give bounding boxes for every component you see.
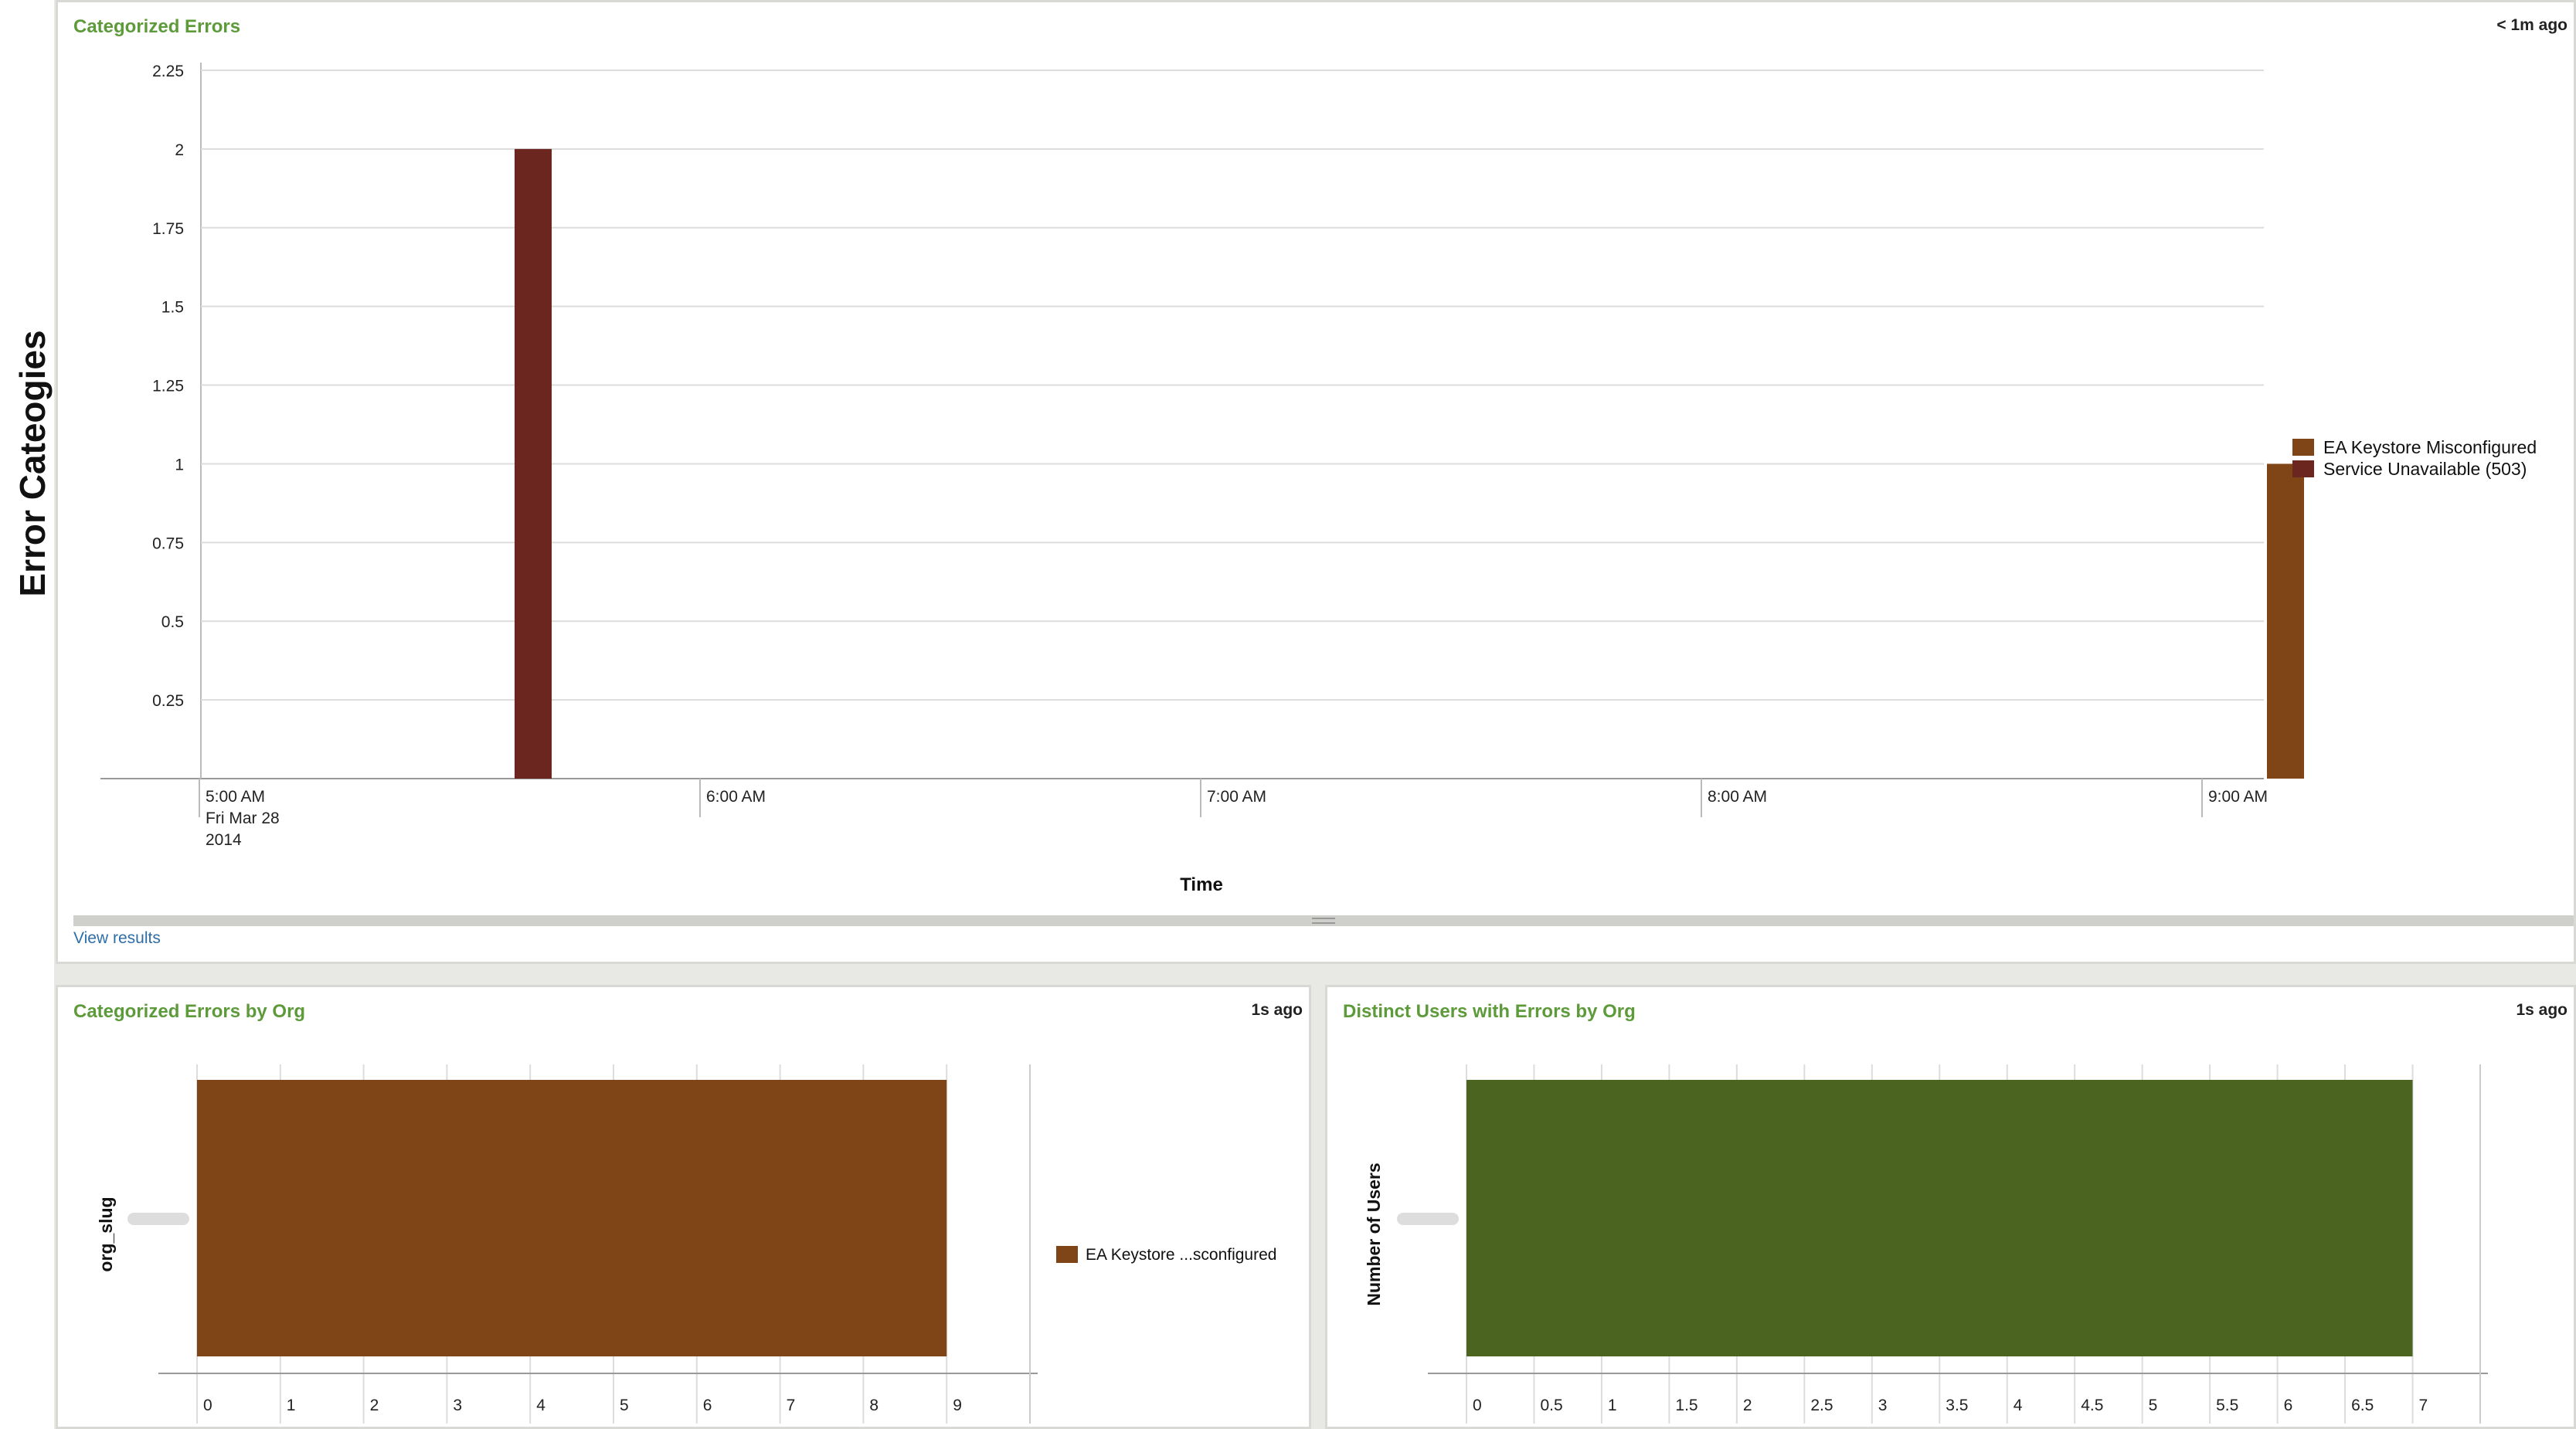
y-tick-label: 0.25 [152, 692, 184, 710]
y-axis-title: Number of Users [1364, 1163, 1384, 1305]
x-tick-label: Fri Mar 28 [206, 810, 280, 827]
x-tick-label: 2014 [206, 831, 242, 849]
y-tick-label: 1 [175, 456, 184, 474]
x-tick-label: 0 [1473, 1397, 1482, 1414]
y-tick-label: 0.75 [152, 535, 184, 552]
x-tick-label: 5.5 [2216, 1397, 2238, 1414]
x-tick-label: 6:00 AM [706, 788, 766, 806]
y-tick-label: 1.75 [152, 220, 184, 238]
x-tick-label: 4 [2014, 1397, 2023, 1414]
categorized-errors-panel: Categorized Errors < 1m ago 0.25 0.5 0.75 1… [56, 0, 2576, 964]
legend-label: Service Unavailable (503) [2323, 459, 2527, 479]
categorized-errors-by-org-panel: Categorized Errors by Org 1s ago 0 1 2 3 4 5 6… [56, 985, 1311, 1429]
x-tick-label: 7:00 AM [1207, 788, 1266, 806]
bar [197, 1080, 947, 1356]
x-tick-label: 3 [453, 1397, 462, 1414]
x-tick-label: 3 [1878, 1397, 1888, 1414]
x-tick-label: 9 [953, 1397, 962, 1414]
x-axis-title: Time [1180, 874, 1223, 895]
legend-swatch [2292, 439, 2314, 456]
legend-label: EA Keystore Misconfigured [2323, 437, 2537, 457]
panel-resize-handle[interactable] [73, 915, 2574, 926]
panel-timestamp: 1s ago [1251, 1001, 1303, 1019]
y-tick-label: 1.5 [161, 299, 184, 317]
x-tick-label: 1 [287, 1397, 296, 1414]
grip-icon [1312, 918, 1335, 924]
x-tick-label: 3.5 [1946, 1397, 1968, 1414]
y-tick-label: 1.25 [152, 378, 184, 395]
x-tick-label: 1.5 [1675, 1397, 1698, 1414]
x-tick-label: 2 [370, 1397, 379, 1414]
x-tick-label: 5 [2149, 1397, 2158, 1414]
x-tick-label: 1 [1608, 1397, 1617, 1414]
x-tick-label: 9:00 AM [2208, 788, 2268, 806]
x-tick-label: 2 [1743, 1397, 1752, 1414]
view-results-link[interactable]: View results [73, 929, 161, 947]
bar [1466, 1080, 2413, 1356]
legend-swatch [1056, 1246, 1078, 1263]
x-tick-label: 8:00 AM [1708, 788, 1767, 806]
x-tick-label: 2.5 [1810, 1397, 1833, 1414]
x-tick-label: 6 [2284, 1397, 2293, 1414]
panel-timestamp: < 1m ago [2496, 16, 2568, 34]
x-tick-label: 6.5 [2351, 1397, 2374, 1414]
x-tick-label: 7 [2419, 1397, 2428, 1414]
blurred-category-label [127, 1213, 189, 1225]
x-tick-label: 8 [869, 1397, 878, 1414]
panel-title[interactable]: Categorized Errors by Org [73, 1001, 306, 1022]
x-tick-label: 0 [203, 1397, 212, 1414]
y-tick-label: 2.25 [152, 63, 184, 80]
y-tick-label: 2 [175, 141, 184, 159]
panel-title[interactable]: Categorized Errors [73, 16, 241, 37]
bar [515, 148, 552, 779]
legend-label: EA Keystore ...sconfigured [1086, 1246, 1276, 1264]
blurred-category-label [1397, 1213, 1459, 1225]
distinct-users-chart: 00.511.522.533.544.555.566.57dc(user_id)… [1364, 1064, 2488, 1424]
side-label-text: Error Cateogies [12, 330, 53, 597]
x-tick-label: 4 [536, 1397, 545, 1414]
panel-title[interactable]: Distinct Users with Errors by Org [1343, 1001, 1636, 1022]
x-tick-label: 0.5 [1540, 1397, 1562, 1414]
y-axis-title: org_slug [96, 1196, 116, 1271]
x-tick-label: 5:00 AM [206, 788, 265, 806]
bar [2267, 463, 2304, 779]
x-tick-label: 6 [703, 1397, 712, 1414]
categorized-errors-chart: 0.25 0.5 0.75 1 1.25 1.5 1.75 2 2.25 5:00 AM Fri M… [100, 63, 2537, 895]
y-axis-side-label: Error Cateogies [0, 0, 54, 1429]
x-tick-label: 5 [620, 1397, 629, 1414]
distinct-users-panel: Distinct Users with Errors by Org 1s ago… [1325, 985, 2576, 1429]
legend-swatch [2292, 460, 2314, 477]
x-tick-label: 7 [787, 1397, 796, 1414]
x-tick-label: 4.5 [2081, 1397, 2103, 1414]
panel-timestamp: 1s ago [2516, 1001, 2568, 1019]
errors-by-org-chart: 0123456789EA Keystore Misconfiguredorg_s… [96, 1064, 1276, 1424]
y-tick-label: 0.5 [161, 613, 184, 631]
